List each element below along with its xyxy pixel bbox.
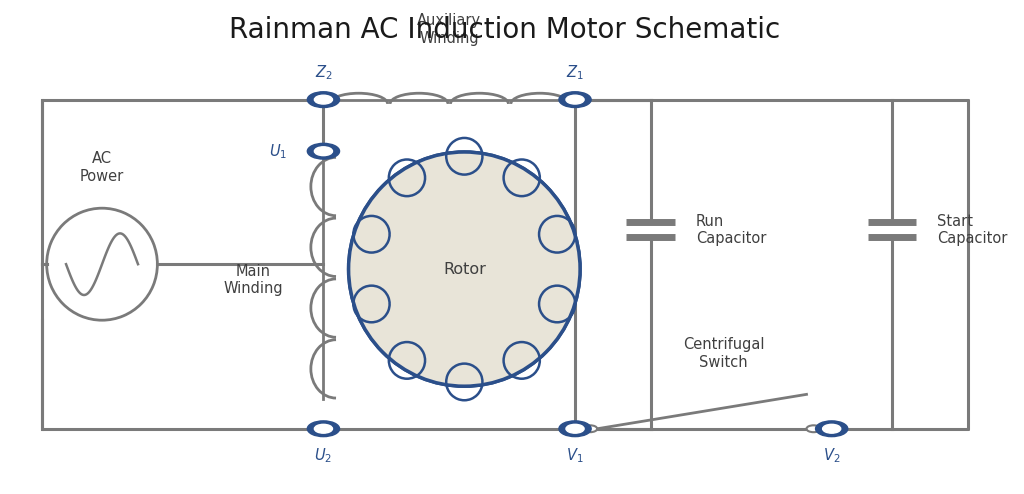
- Circle shape: [314, 424, 333, 433]
- Circle shape: [307, 143, 340, 159]
- Text: $V_2$: $V_2$: [823, 447, 841, 465]
- Text: Rotor: Rotor: [443, 262, 485, 277]
- Circle shape: [566, 95, 584, 104]
- Text: $U_2$: $U_2$: [314, 447, 333, 465]
- Circle shape: [822, 424, 841, 433]
- Text: $U_1$: $U_1$: [269, 142, 288, 161]
- Circle shape: [815, 421, 848, 437]
- Circle shape: [807, 425, 820, 432]
- Circle shape: [307, 92, 340, 108]
- Circle shape: [559, 92, 591, 108]
- Text: Run
Capacitor: Run Capacitor: [695, 213, 766, 246]
- Text: Main
Winding: Main Winding: [223, 264, 283, 296]
- Text: $V_1$: $V_1$: [566, 447, 584, 465]
- Circle shape: [314, 147, 333, 156]
- Circle shape: [314, 95, 333, 104]
- Circle shape: [307, 421, 340, 437]
- Circle shape: [583, 425, 597, 432]
- Circle shape: [566, 424, 584, 433]
- Text: Start
Capacitor: Start Capacitor: [937, 213, 1008, 246]
- Text: AC
Power: AC Power: [80, 151, 124, 184]
- Ellipse shape: [348, 152, 580, 386]
- Circle shape: [559, 421, 591, 437]
- Text: $Z_2$: $Z_2$: [314, 63, 333, 82]
- Text: Rainman AC Induction Motor Schematic: Rainman AC Induction Motor Schematic: [229, 16, 780, 44]
- Text: $Z_1$: $Z_1$: [566, 63, 584, 82]
- Text: Auxiliary
Winding: Auxiliary Winding: [417, 13, 481, 45]
- Text: Centrifugal
Switch: Centrifugal Switch: [683, 337, 764, 370]
